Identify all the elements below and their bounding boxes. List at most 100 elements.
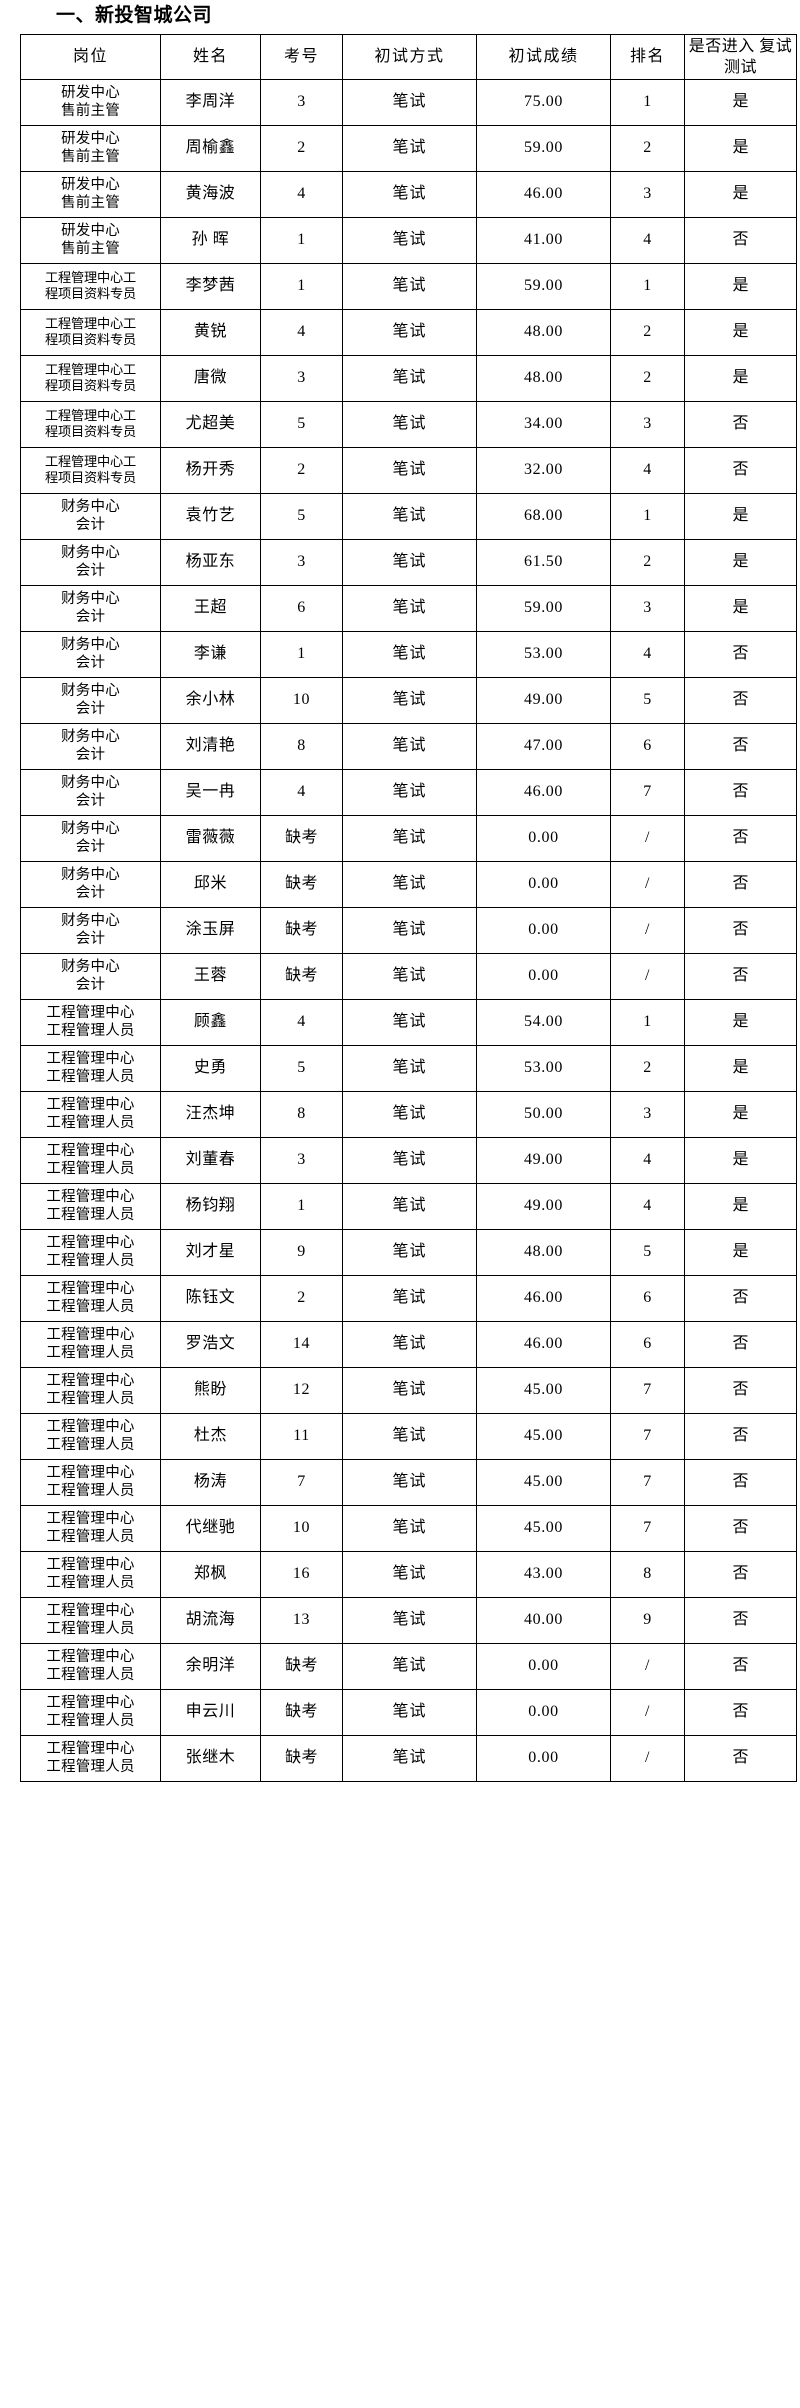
cell-name: 李梦茜 [160,262,261,310]
cell-exam-no: 2 [260,124,343,172]
cell-score: 48.00 [476,354,611,402]
cell-rank: 1 [610,78,685,126]
cell-pass: 是 [684,1228,797,1276]
cell-exam-no: 6 [260,584,343,632]
cell-post: 工程管理中心 工程管理人员 [20,1688,161,1736]
cell-method: 笔试 [342,952,477,1000]
cell-name: 张继木 [160,1734,261,1782]
cell-post: 财务中心 会计 [20,630,161,678]
cell-method: 笔试 [342,1182,477,1230]
table-row: 工程管理中心 工程管理人员 陈钰文 2 笔试 46.00 6 否 [20,1274,797,1322]
cell-name: 郑枫 [160,1550,261,1598]
cell-method: 笔试 [342,308,477,356]
table-row: 研发中心 售前主管 黄海波 4 笔试 46.00 3 是 [20,170,797,218]
cell-pass: 否 [684,630,797,678]
cell-score: 34.00 [476,400,611,448]
cell-pass: 是 [684,354,797,402]
table-row: 财务中心 会计 杨亚东 3 笔试 61.50 2 是 [20,538,797,586]
cell-pass: 否 [684,1504,797,1552]
cell-name: 王蓉 [160,952,261,1000]
cell-pass: 否 [684,446,797,494]
cell-pass: 否 [684,1412,797,1460]
cell-post: 研发中心 售前主管 [20,124,161,172]
column-header-name: 姓名 [160,33,261,80]
cell-score: 0.00 [476,814,611,862]
cell-post: 财务中心 会计 [20,538,161,586]
cell-score: 53.00 [476,630,611,678]
cell-name: 熊盼 [160,1366,261,1414]
cell-method: 笔试 [342,78,477,126]
column-header-method: 初试方式 [342,33,477,80]
cell-method: 笔试 [342,676,477,724]
cell-score: 0.00 [476,1734,611,1782]
cell-rank: 3 [610,1090,685,1138]
cell-score: 48.00 [476,1228,611,1276]
cell-method: 笔试 [342,906,477,954]
column-header-post: 岗位 [20,33,161,80]
cell-pass: 否 [684,1642,797,1690]
cell-pass: 是 [684,1182,797,1230]
cell-score: 49.00 [476,1136,611,1184]
cell-pass: 是 [684,170,797,218]
cell-method: 笔试 [342,768,477,816]
cell-score: 59.00 [476,124,611,172]
cell-score: 45.00 [476,1458,611,1506]
table-row: 工程管理中心 工程管理人员 杨涛 7 笔试 45.00 7 否 [20,1458,797,1506]
cell-method: 笔试 [342,1044,477,1092]
table-row: 研发中心 售前主管孙 晖 1 笔试 41.00 4 否 [20,216,797,264]
cell-exam-no: 5 [260,1044,343,1092]
cell-score: 46.00 [476,1274,611,1322]
cell-method: 笔试 [342,1458,477,1506]
cell-post: 财务中心 会计 [20,860,161,908]
cell-name: 刘才星 [160,1228,261,1276]
table-row: 工程管理中心 工程管理人员 刘董春 3 笔试 49.00 4 是 [20,1136,797,1184]
cell-post: 工程管理中心工 程项目资料专员 [20,400,161,448]
cell-post: 研发中心 售前主管 [20,170,161,218]
cell-exam-no: 9 [260,1228,343,1276]
cell-rank: 3 [610,170,685,218]
cell-pass: 否 [684,216,797,264]
cell-score: 46.00 [476,768,611,816]
cell-method: 笔试 [342,354,477,402]
cell-name: 刘清艳 [160,722,261,770]
cell-exam-no: 缺考 [260,1642,343,1690]
table-row: 工程管理中心 工程管理人员 史勇 5 笔试 53.00 2 是 [20,1044,797,1092]
cell-post: 工程管理中心 工程管理人员 [20,1734,161,1782]
table-row: 工程管理中心 工程管理人员 杨钧翔 1 笔试 49.00 4 是 [20,1182,797,1230]
cell-score: 47.00 [476,722,611,770]
cell-post: 工程管理中心 工程管理人员 [20,1182,161,1230]
cell-score: 40.00 [476,1596,611,1644]
cell-name: 雷薇薇 [160,814,261,862]
cell-score: 45.00 [476,1504,611,1552]
cell-exam-no: 3 [260,354,343,402]
cell-post: 研发中心 售前主管 [20,216,161,264]
cell-name: 陈钰文 [160,1274,261,1322]
cell-exam-no: 2 [260,446,343,494]
cell-exam-no: 10 [260,676,343,724]
table-header-row: 岗位 姓名 考号 初试方式 初试成绩 排名 是否进入 复试测试 [20,33,797,80]
cell-rank: 7 [610,1412,685,1460]
cell-post: 工程管理中心 工程管理人员 [20,1320,161,1368]
table-row: 财务中心 会计 袁竹艺 5 笔试 68.00 1 是 [20,492,797,540]
cell-rank: 7 [610,1458,685,1506]
cell-exam-no: 缺考 [260,860,343,908]
cell-pass: 否 [684,906,797,954]
cell-score: 45.00 [476,1366,611,1414]
cell-name: 杨钧翔 [160,1182,261,1230]
cell-post: 财务中心 会计 [20,952,161,1000]
cell-pass: 否 [684,676,797,724]
cell-rank: 6 [610,1274,685,1322]
cell-method: 笔试 [342,492,477,540]
cell-post: 研发中心 售前主管 [20,78,161,126]
cell-rank: 7 [610,1504,685,1552]
cell-pass: 否 [684,722,797,770]
cell-name: 吴一冉 [160,768,261,816]
cell-score: 41.00 [476,216,611,264]
cell-method: 笔试 [342,722,477,770]
cell-pass: 是 [684,584,797,632]
cell-post: 工程管理中心工 程项目资料专员 [20,262,161,310]
cell-pass: 是 [684,492,797,540]
cell-pass: 否 [684,1734,797,1782]
cell-name: 孙 晖 [160,216,261,264]
document-page: 一、新投智城公司 岗位 姓名 考号 初试方式 初试成绩 排名 是否进入 复试测试… [20,5,797,1782]
